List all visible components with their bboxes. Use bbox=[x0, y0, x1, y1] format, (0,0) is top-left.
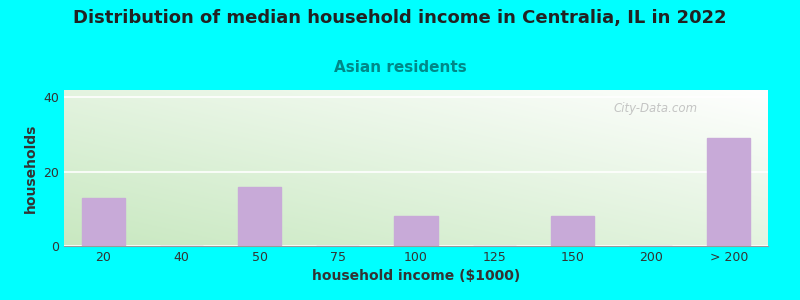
Bar bbox=[394, 216, 438, 246]
Y-axis label: households: households bbox=[24, 123, 38, 213]
Bar bbox=[238, 187, 281, 246]
X-axis label: household income ($1000): household income ($1000) bbox=[312, 269, 520, 284]
Bar bbox=[551, 216, 594, 246]
Text: Distribution of median household income in Centralia, IL in 2022: Distribution of median household income … bbox=[73, 9, 727, 27]
Bar bbox=[707, 138, 750, 246]
Text: City-Data.com: City-Data.com bbox=[613, 102, 698, 115]
Bar bbox=[82, 198, 125, 246]
Text: Asian residents: Asian residents bbox=[334, 60, 466, 75]
